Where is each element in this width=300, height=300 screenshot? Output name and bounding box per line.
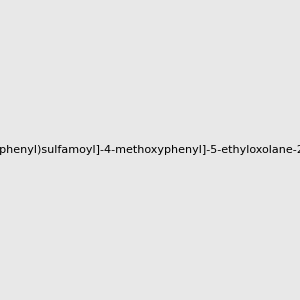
Text: N-[3-[(2-chlorophenyl)sulfamoyl]-4-methoxyphenyl]-5-ethyloxolane-2-carboxamide: N-[3-[(2-chlorophenyl)sulfamoyl]-4-metho… <box>0 145 300 155</box>
